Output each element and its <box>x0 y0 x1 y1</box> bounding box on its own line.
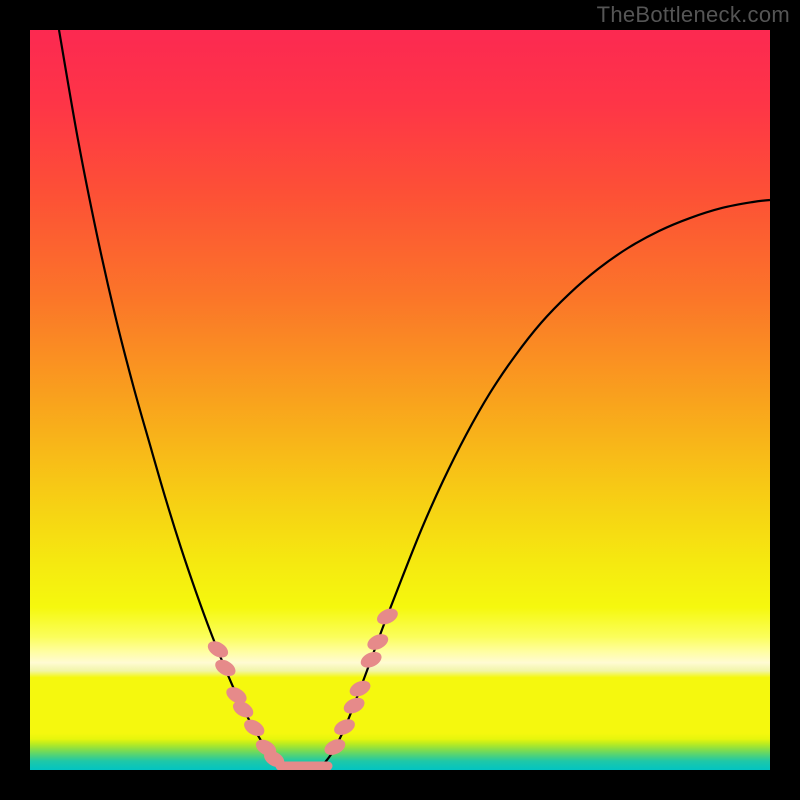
chart-svg <box>30 30 770 770</box>
gradient-background <box>30 30 770 770</box>
plot-area <box>30 30 770 770</box>
chart-frame: TheBottleneck.com <box>0 0 800 800</box>
watermark-text: TheBottleneck.com <box>597 2 790 28</box>
